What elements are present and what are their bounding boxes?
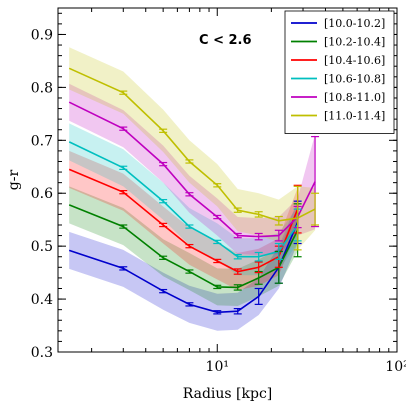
- errorbar-series-0-point-6: [254, 287, 263, 305]
- y-tick-label: 0.7: [31, 133, 53, 149]
- errorbar-series-5-point-3: [185, 159, 194, 164]
- legend-entry-4: [10.8-11.0]: [291, 91, 385, 104]
- y-tick-label: 0.5: [31, 239, 53, 255]
- plot-frame: [57, 7, 398, 353]
- legend-label: [10.8-11.0]: [324, 91, 385, 104]
- errorbar-series-3-point-2: [159, 198, 168, 204]
- errorbar-series-1-point-5: [233, 284, 242, 291]
- errorbar-series-3-point-6: [254, 251, 263, 262]
- errorbar-series-1-point-4: [213, 284, 222, 290]
- errorbar-series-2-point-5: [233, 268, 242, 275]
- errorbar-series-2-point-3: [185, 243, 194, 249]
- errorbar-series-5-point-6: [254, 211, 263, 218]
- errorbar-series-0-point-4: [213, 310, 222, 315]
- errorbar-series-4-point-2: [159, 161, 168, 167]
- legend-entry-1: [10.2-10.4]: [291, 36, 385, 49]
- errorbar-series-5-point-7: [274, 215, 283, 226]
- errorbar-series-3-point-4: [213, 239, 222, 245]
- errorbar-series-1-point-1: [119, 224, 128, 229]
- errorbar-series-2-point-2: [159, 222, 168, 228]
- legend-label: [10.4-10.6]: [324, 54, 385, 67]
- annotation: C < 2.6: [199, 33, 252, 48]
- legend-label: [10.0-10.2]: [324, 17, 385, 30]
- y-tick-label: 0.9: [31, 27, 53, 43]
- series-lines: [68, 67, 316, 314]
- errorbar-series-4-point-4: [213, 214, 222, 220]
- band-series-3: [69, 123, 298, 276]
- uncertainty-bands: [69, 47, 316, 331]
- band-series-5: [69, 47, 316, 250]
- errorbar-series-0-point-2: [159, 288, 168, 294]
- legend-label: [11.0-11.4]: [324, 110, 385, 123]
- errorbar-series-0-point-5: [233, 308, 242, 315]
- line-series-5: [68, 67, 316, 222]
- errorbar-series-2-point-6: [254, 261, 263, 274]
- errorbar-series-3-point-7: [274, 242, 283, 260]
- axes: 0.3 0.4 0.5 0.6 0.7 0.8 0.9 10¹ 10²: [31, 8, 406, 375]
- errorbar-series-1-point-2: [159, 255, 168, 260]
- band-series-4: [69, 83, 316, 256]
- y-tick-label: 0.6: [31, 186, 53, 202]
- legend-box: [284, 10, 395, 134]
- x-tick-label: 10¹: [206, 359, 229, 375]
- errorbar-series-0-point-3: [185, 302, 194, 307]
- y-tick-label: 0.8: [31, 80, 53, 96]
- band-series-1: [69, 186, 298, 306]
- errorbar-series-5-point-2: [159, 128, 168, 133]
- legend-entry-0: [10.0-10.2]: [291, 17, 385, 30]
- x-tick-label: 10²: [385, 359, 406, 375]
- legend: [10.0-10.2] [10.2-10.4] [10.4-10.6] [10.6-1…: [284, 10, 395, 134]
- errorbar-series-0-point-1: [119, 266, 128, 271]
- errorbar-series-2-point-1: [119, 189, 128, 195]
- legend-label: [10.6-10.8]: [324, 73, 385, 86]
- errorbar-series-4-point-7: [274, 229, 283, 242]
- errorbar-series-5-point-8: [293, 185, 302, 251]
- errorbar-series-1-point-3: [185, 269, 194, 274]
- errorbar-series-5-point-5: [233, 207, 242, 213]
- errorbar-series-5-point-1: [119, 90, 128, 95]
- line-series-4: [68, 101, 316, 238]
- errorbar-series-4-point-3: [185, 192, 194, 197]
- legend-entry-5: [11.0-11.4]: [291, 110, 385, 123]
- error-bars: [119, 90, 320, 315]
- legend-entry-2: [10.4-10.6]: [291, 54, 385, 67]
- errorbar-series-3-point-1: [119, 165, 128, 171]
- errorbar-series-5-point-4: [213, 183, 222, 188]
- errorbar-series-5-point-9: [311, 192, 320, 226]
- y-tick-label: 0.3: [31, 345, 53, 361]
- errorbar-series-3-point-3: [185, 224, 194, 229]
- errorbar-series-4-point-1: [119, 126, 128, 131]
- y-axis-label: g-r: [6, 170, 22, 191]
- errorbar-series-4-point-6: [254, 232, 263, 241]
- y-tick-label: 0.4: [31, 292, 53, 308]
- band-series-2: [69, 150, 298, 291]
- errorbar-series-4-point-5: [233, 232, 242, 239]
- errorbar-series-3-point-5: [233, 254, 242, 260]
- band-series-0: [69, 201, 298, 331]
- legend-label: [10.2-10.4]: [324, 36, 385, 49]
- legend-entry-3: [10.6-10.8]: [291, 73, 385, 86]
- errorbar-series-2-point-4: [213, 258, 222, 264]
- x-axis-label: Radius [kpc]: [183, 386, 273, 402]
